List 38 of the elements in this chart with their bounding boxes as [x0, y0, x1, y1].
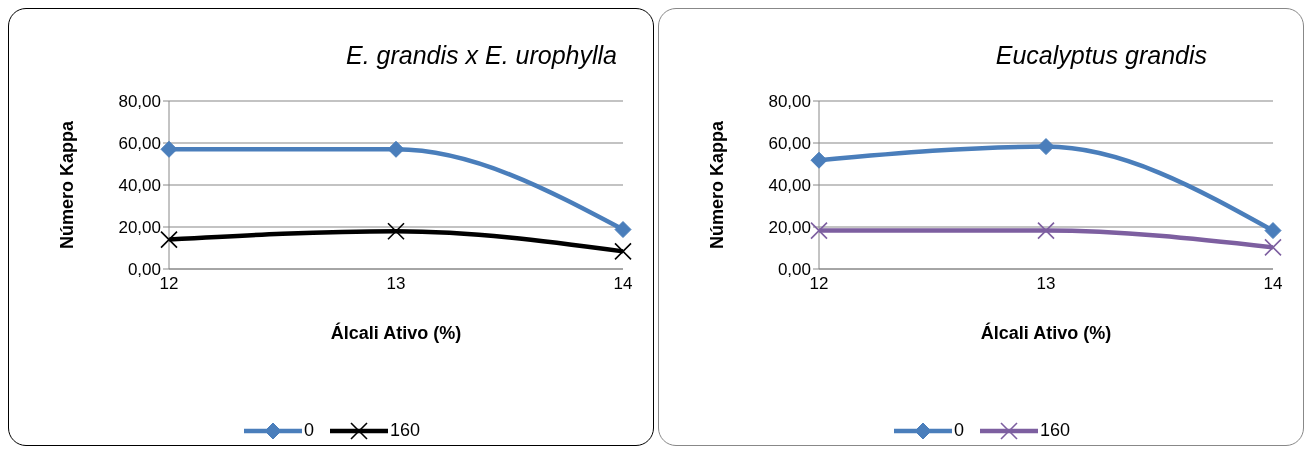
point — [160, 140, 178, 158]
point — [1264, 222, 1282, 240]
x-tick-label: 12 — [159, 274, 179, 294]
y-tick-label: 60,00 — [118, 134, 161, 154]
point — [810, 151, 828, 169]
y-tick-label: 60,00 — [768, 134, 811, 154]
chart-title: Eucalyptus grandis — [995, 41, 1207, 70]
x-axis-title: Álcali Ativo (%) — [980, 322, 1112, 343]
x-tick-label: 13 — [386, 274, 406, 294]
point — [387, 222, 405, 240]
x-tick-label: 13 — [1036, 274, 1056, 294]
legend-label: 160 — [1039, 420, 1071, 441]
point — [387, 140, 405, 158]
point — [614, 242, 632, 261]
y-tick-label: 20,00 — [118, 218, 161, 238]
point — [1037, 221, 1055, 240]
x-tick-label: 14 — [613, 274, 633, 294]
y-tick-label: 40,00 — [768, 176, 811, 196]
x-tick-label: 12 — [809, 274, 829, 294]
legend-label: 0 — [953, 420, 964, 441]
y-tick-label: 40,00 — [118, 176, 161, 196]
y-tick-label: 0,00 — [777, 260, 811, 280]
point — [614, 221, 632, 239]
point — [160, 230, 178, 249]
legend-label: 160 — [389, 420, 421, 441]
y-tick-label: 80,00 — [118, 92, 161, 112]
y-tick-label: 20,00 — [768, 218, 811, 238]
point — [810, 221, 828, 240]
y-tick-label: 80,00 — [768, 92, 811, 112]
y-axis-title: Número Kappa — [707, 120, 728, 250]
point — [1037, 138, 1055, 156]
chart-title: E. grandis x E. urophylla — [346, 41, 617, 70]
y-tick-label: 0,00 — [127, 260, 161, 280]
x-axis-title: Álcali Ativo (%) — [330, 322, 462, 343]
x-tick-label: 14 — [1263, 274, 1283, 294]
legend-label: 0 — [303, 420, 314, 441]
point — [1264, 238, 1282, 257]
y-axis-title: Número Kappa — [57, 120, 78, 250]
